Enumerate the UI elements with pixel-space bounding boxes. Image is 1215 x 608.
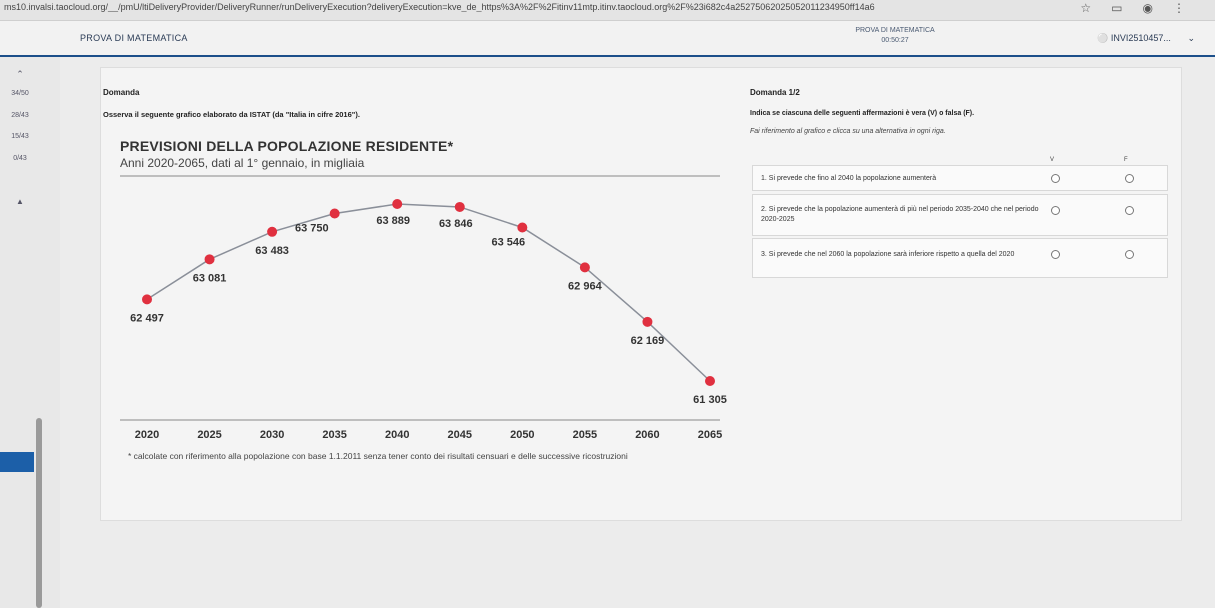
data-label: 63 750 [295, 223, 329, 235]
x-tick-label: 2050 [510, 429, 534, 441]
answer-instruction: Indica se ciascuna delle seguenti afferm… [750, 110, 975, 117]
statement-row-2: 2. Si prevede che la popolazione aumente… [752, 194, 1168, 236]
sidebar-item[interactable]: 28/43 [11, 112, 29, 119]
x-tick-label: 2035 [322, 429, 346, 441]
data-label: 63 483 [255, 245, 289, 257]
data-label: 63 081 [193, 272, 227, 284]
statement-text: 2. Si prevede che la popolazione aumente… [761, 206, 1039, 223]
question-heading: Domanda [103, 88, 140, 97]
sidebar-scrollbar[interactable] [36, 418, 42, 608]
data-point [454, 201, 465, 212]
user-icon: ⚪ [1097, 33, 1109, 43]
question-text: Osserva il seguente grafico elaborato da… [103, 110, 360, 119]
answer-heading: Domanda 1/2 [750, 88, 800, 97]
x-tick-label: 2030 [260, 429, 284, 441]
data-point [392, 199, 403, 209]
data-label: 62 497 [130, 312, 164, 324]
app-header: PROVA DI MATEMATICA PROVA DI MATEMATICA … [0, 21, 1215, 57]
radio-true-2[interactable] [1051, 206, 1060, 215]
x-tick-label: 2065 [698, 429, 722, 441]
radio-true-3[interactable] [1051, 250, 1060, 259]
population-chart: 62 497 63 081 63 483 63 750 63 889 63 846 63 5… [120, 175, 727, 441]
browser-bar: ms10.invalsi.taocloud.org/__/pmU/ltiDeli… [0, 0, 1215, 21]
answer-hint: Fai riferimento al grafico e clicca su u… [750, 128, 946, 135]
x-tick-label: 2020 [135, 429, 159, 441]
data-point [705, 376, 715, 386]
sidebar-item[interactable]: 15/43 [11, 133, 29, 140]
radio-false-3[interactable] [1125, 250, 1134, 259]
statement-row-3: 3. Si prevede che nel 2060 la popolazion… [752, 238, 1168, 278]
data-label: 63 846 [439, 218, 473, 230]
chevron-down-icon: ⌄ [1187, 33, 1195, 43]
user-id: INVI2510457... [1110, 33, 1171, 43]
app-title: PROVA DI MATEMATICA [80, 33, 188, 43]
data-label: 63 889 [376, 215, 410, 227]
data-label: 61 305 [693, 394, 727, 406]
chart-footnote: * calcolate con riferimento alla popolaz… [128, 451, 628, 461]
x-tick-label: 2040 [385, 429, 409, 441]
user-menu[interactable]: ⚪ INVI2510457... ⌄ [1097, 33, 1195, 44]
star-icon[interactable]: ☆ [1080, 1, 1112, 15]
chevron-up-icon[interactable]: ⌃ [16, 69, 24, 79]
data-label: 62 964 [568, 280, 603, 292]
question-panel [100, 67, 1182, 521]
statement-text: 1. Si prevede che fino al 2040 la popola… [761, 175, 937, 182]
series-line [146, 203, 711, 382]
data-point [579, 262, 590, 273]
window-icon[interactable]: ▭ [1111, 1, 1143, 15]
statement-text: 3. Si prevede che nel 2060 la popolazion… [761, 251, 1015, 258]
column-true-label: V [1050, 157, 1055, 163]
sidebar-active-marker [0, 452, 34, 472]
x-tick-label: 2060 [635, 429, 659, 441]
x-tick-label: 2055 [573, 429, 597, 441]
data-label: 62 169 [631, 335, 665, 347]
data-point [642, 316, 653, 327]
statement-row-1: 1. Si prevede che fino al 2040 la popola… [752, 165, 1168, 191]
chart-title: PREVISIONI DELLA POPOLAZIONE RESIDENTE* [120, 138, 454, 154]
data-point [142, 294, 152, 305]
data-point [267, 226, 278, 237]
x-tick-label: 2045 [448, 429, 472, 441]
browser-icons: ☆▭◉⋮ [1080, 1, 1205, 15]
column-false-label: F [1124, 157, 1128, 163]
radio-true-1[interactable] [1051, 174, 1060, 183]
data-point [329, 208, 340, 219]
data-point [204, 254, 215, 265]
radio-false-2[interactable] [1125, 206, 1134, 215]
radio-false-1[interactable] [1125, 174, 1134, 183]
timer-value: 00:50:27 [881, 37, 909, 44]
timer-label: PROVA DI MATEMATICA [855, 27, 935, 34]
data-point [517, 222, 528, 233]
chart-subtitle: Anni 2020-2065, dati al 1° gennaio, in m… [120, 156, 365, 170]
kebab-menu-icon[interactable]: ⋮ [1173, 1, 1205, 15]
x-tick-label: 2025 [197, 429, 221, 441]
profile-icon[interactable]: ◉ [1142, 1, 1173, 15]
triangle-up-icon[interactable]: ▲ [16, 197, 24, 206]
url-text[interactable]: ms10.invalsi.taocloud.org/__/pmU/ltiDeli… [4, 2, 875, 12]
sidebar-item[interactable]: 0/43 [13, 155, 27, 162]
sidebar: ⌃ 34/50 28/43 15/43 0/43 ▲ [0, 57, 60, 608]
data-label: 63 546 [492, 236, 526, 248]
sidebar-item[interactable]: 34/50 [11, 90, 29, 97]
timer: PROVA DI MATEMATICA 00:50:27 [855, 26, 935, 46]
